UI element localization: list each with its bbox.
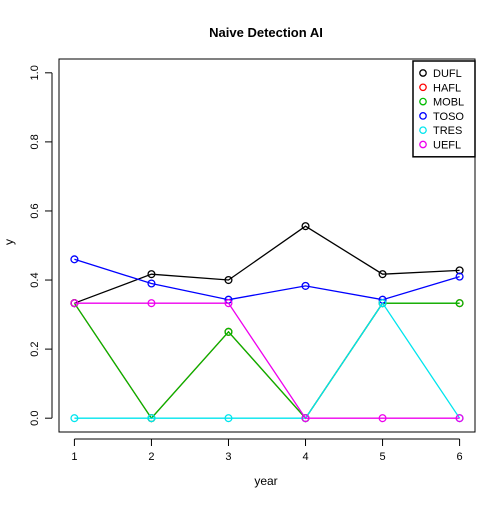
data-point-dufl xyxy=(378,270,387,279)
data-point-dufl xyxy=(301,222,310,231)
data-point-uefl xyxy=(70,299,79,308)
data-point-tres xyxy=(147,414,156,423)
y-tick-label: 1.0 xyxy=(29,65,41,80)
legend-label-dufl: DUFL xyxy=(433,68,462,80)
legend-marker-hafl xyxy=(419,83,427,92)
data-point-toso xyxy=(455,272,464,281)
y-tick-label: 0.8 xyxy=(29,134,41,149)
series-uefl xyxy=(70,299,464,423)
data-point-tres xyxy=(378,299,387,308)
legend-marker-mobl xyxy=(419,97,427,106)
x-axis-title: year xyxy=(254,474,277,488)
x-tick-label: 1 xyxy=(71,451,77,463)
data-point-dufl xyxy=(224,275,233,285)
x-tick-label: 2 xyxy=(148,451,154,463)
series-line-mobl xyxy=(73,302,460,420)
plot-frame xyxy=(58,58,476,433)
legend-marker-uefl xyxy=(419,140,427,149)
legend-label-uefl: UEFL xyxy=(433,140,461,152)
data-point-uefl xyxy=(378,414,387,423)
data-point-dufl xyxy=(147,270,156,279)
data-point-toso xyxy=(301,281,310,290)
x-tick-label: 3 xyxy=(225,451,231,463)
data-point-uefl xyxy=(301,414,310,423)
y-tick-label: 0.4 xyxy=(29,272,41,287)
legend-label-mobl: MOBL xyxy=(433,97,464,109)
x-tick-label: 6 xyxy=(457,451,463,463)
x-tick-label: 4 xyxy=(302,451,308,463)
data-point-tres xyxy=(224,414,233,423)
data-point-uefl xyxy=(455,414,464,423)
legend-marker-toso xyxy=(419,112,427,120)
x-tick-label: 5 xyxy=(379,451,385,463)
data-point-uefl xyxy=(147,299,156,308)
data-point-toso xyxy=(147,279,156,288)
series-line-tres xyxy=(74,302,461,419)
series-line-toso xyxy=(74,258,460,301)
y-tick-label: 0.6 xyxy=(29,203,41,218)
legend-marker-dufl xyxy=(419,69,427,77)
y-axis-title: y xyxy=(2,239,16,245)
data-point-uefl xyxy=(224,299,233,308)
data-point-mobl xyxy=(455,299,464,308)
legend-label-hafl: HAFL xyxy=(433,82,461,94)
legend: DUFL HAFL MOBL TOSO TRES UEFL xyxy=(412,60,476,158)
series-line-uefl xyxy=(74,302,460,419)
legend-label-toso: TOSO xyxy=(433,111,464,123)
axes: 1 2 3 4 5 6 0.0 0.2 0.4 0.6 0.8 1.0 xyxy=(29,65,463,463)
data-point-tres xyxy=(70,414,79,423)
chart-title: Naive Detection AI xyxy=(209,25,323,40)
legend-label-tres: TRES xyxy=(433,125,462,137)
data-point-toso xyxy=(70,255,79,264)
data-point-mobl xyxy=(224,327,233,336)
legend-marker-tres xyxy=(419,126,427,135)
y-tick-label: 0.2 xyxy=(29,341,41,356)
y-tick-label: 0.0 xyxy=(29,411,41,426)
series-layer xyxy=(70,222,464,423)
